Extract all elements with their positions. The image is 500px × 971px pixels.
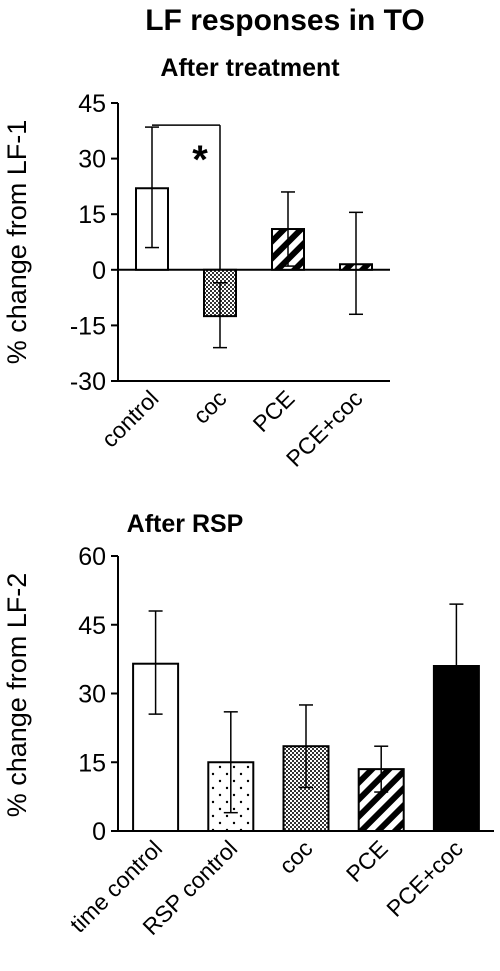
category-label: PCE (341, 835, 393, 887)
y-tick-label: 0 (92, 818, 106, 846)
chart-title: After treatment (160, 54, 340, 82)
y-axis-label: % change from LF-1 (2, 120, 32, 365)
y-tick-label: -15 (70, 312, 106, 340)
figure-title: LF responses in TO (145, 4, 425, 37)
axes: 0 15 30 45 60 (78, 543, 494, 846)
significance-star: * (192, 138, 208, 182)
category-label: PCE (248, 385, 300, 437)
y-tick-label: 0 (92, 257, 106, 285)
category-label: PCE+coc (381, 835, 468, 922)
bars: * (135, 124, 373, 349)
bars (132, 603, 480, 832)
y-axis-label: % change from LF-2 (2, 573, 32, 818)
y-tick-label: 45 (78, 90, 106, 118)
chart-after-treatment: After treatment % change from LF-1 -30 -1… (2, 54, 390, 472)
y-tick-label: 30 (78, 681, 106, 709)
chart-title: After RSP (127, 510, 244, 538)
category-label: coc (188, 385, 232, 429)
y-tick-label: 15 (78, 749, 106, 777)
y-tick-label: 15 (78, 201, 106, 229)
y-tick-label: -30 (70, 368, 106, 396)
y-tick-label: 60 (78, 543, 106, 571)
y-tick-label: 45 (78, 612, 106, 640)
category-label: control (96, 385, 163, 452)
axes: -30 -15 0 15 30 45 (70, 90, 390, 396)
y-tick-label: 30 (78, 146, 106, 174)
category-label: coc (274, 835, 318, 879)
